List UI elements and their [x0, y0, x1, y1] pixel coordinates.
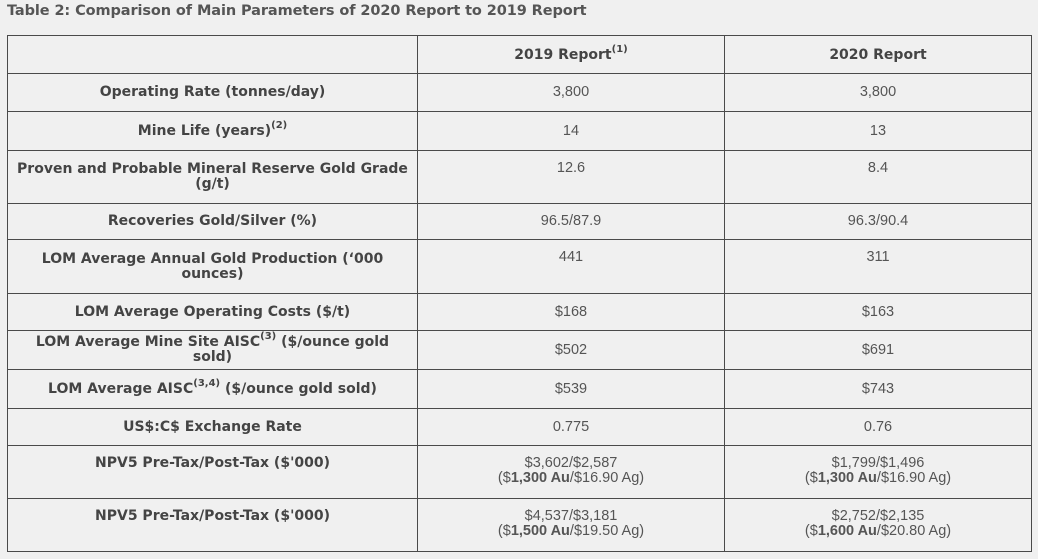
value-2019: $539 [417, 369, 725, 409]
param-cell: Recoveries Gold/Silver (%) [7, 203, 418, 240]
param-cell: LOM Average AISC(3,4) ($/ounce gold sold… [7, 369, 418, 409]
table-row: Proven and Probable Mineral Reserve Gold… [7, 150, 1032, 204]
table-caption: Table 2: Comparison of Main Parameters o… [7, 3, 587, 19]
table-row: Operating Rate (tonnes/day) 3,800 3,800 [7, 73, 1032, 112]
value-2019: 14 [417, 111, 725, 151]
comparison-table: 2019 Report(1) 2020 Report Operating Rat… [7, 35, 1032, 552]
value-2020: $1,799/$1,496 ($1,300 Au/$16.90 Ag) [724, 445, 1032, 499]
param-cell: Proven and Probable Mineral Reserve Gold… [7, 150, 418, 204]
footnote-marker: (2) [271, 119, 288, 131]
value-2019: 12.6 [417, 150, 725, 204]
param-cell: Mine Life (years)(2) [7, 111, 418, 151]
value-2019: $4,537/$3,181 ($1,500 Au/$19.50 Ag) [417, 498, 725, 552]
header-2019-report: 2019 Report(1) [417, 35, 725, 74]
value-2019: 441 [417, 239, 725, 294]
value-2020: 311 [724, 239, 1032, 294]
param-cell: NPV5 Pre-Tax/Post-Tax ($'000) [7, 498, 418, 552]
value-2020: 13 [724, 111, 1032, 151]
value-2020: $163 [724, 293, 1032, 331]
table-row: LOM Average Mine Site AISC(3) ($/ounce g… [7, 330, 1032, 370]
table-row: NPV5 Pre-Tax/Post-Tax ($'000) $3,602/$2,… [7, 445, 1032, 499]
value-2019: $3,602/$2,587 ($1,300 Au/$16.90 Ag) [417, 445, 725, 499]
footnote-marker: (3,4) [193, 377, 221, 389]
param-cell: LOM Average Operating Costs ($/t) [7, 293, 418, 331]
header-row: 2019 Report(1) 2020 Report [7, 35, 1032, 74]
footnote-marker: (3) [260, 331, 277, 343]
param-cell: Operating Rate (tonnes/day) [7, 73, 418, 112]
value-2020: 96.3/90.4 [724, 203, 1032, 240]
value-2020: $691 [724, 330, 1032, 370]
value-2019: $168 [417, 293, 725, 331]
value-2019: $502 [417, 330, 725, 370]
value-2020: $2,752/$2,135 ($1,600 Au/$20.80 Ag) [724, 498, 1032, 552]
value-2020: $743 [724, 369, 1032, 409]
header-2020-report: 2020 Report [724, 35, 1032, 74]
param-cell: US$:C$ Exchange Rate [7, 408, 418, 446]
value-2019: 0.775 [417, 408, 725, 446]
value-2020: 0.76 [724, 408, 1032, 446]
param-cell: LOM Average Annual Gold Production (‘000… [7, 239, 418, 294]
table-row: Mine Life (years)(2) 14 13 [7, 111, 1032, 151]
table-row: Recoveries Gold/Silver (%) 96.5/87.9 96.… [7, 203, 1032, 240]
table-row: LOM Average AISC(3,4) ($/ounce gold sold… [7, 369, 1032, 409]
value-2020: 3,800 [724, 73, 1032, 112]
table-row: NPV5 Pre-Tax/Post-Tax ($'000) $4,537/$3,… [7, 498, 1032, 552]
value-2019: 3,800 [417, 73, 725, 112]
footnote-marker: (1) [611, 43, 628, 55]
value-2020: 8.4 [724, 150, 1032, 204]
table-row: LOM Average Annual Gold Production (‘000… [7, 239, 1032, 294]
param-cell: NPV5 Pre-Tax/Post-Tax ($'000) [7, 445, 418, 499]
value-2019: 96.5/87.9 [417, 203, 725, 240]
table-row: LOM Average Operating Costs ($/t) $168 $… [7, 293, 1032, 331]
param-cell: LOM Average Mine Site AISC(3) ($/ounce g… [7, 330, 418, 370]
header-parameter [7, 35, 418, 74]
table-row: US$:C$ Exchange Rate 0.775 0.76 [7, 408, 1032, 446]
